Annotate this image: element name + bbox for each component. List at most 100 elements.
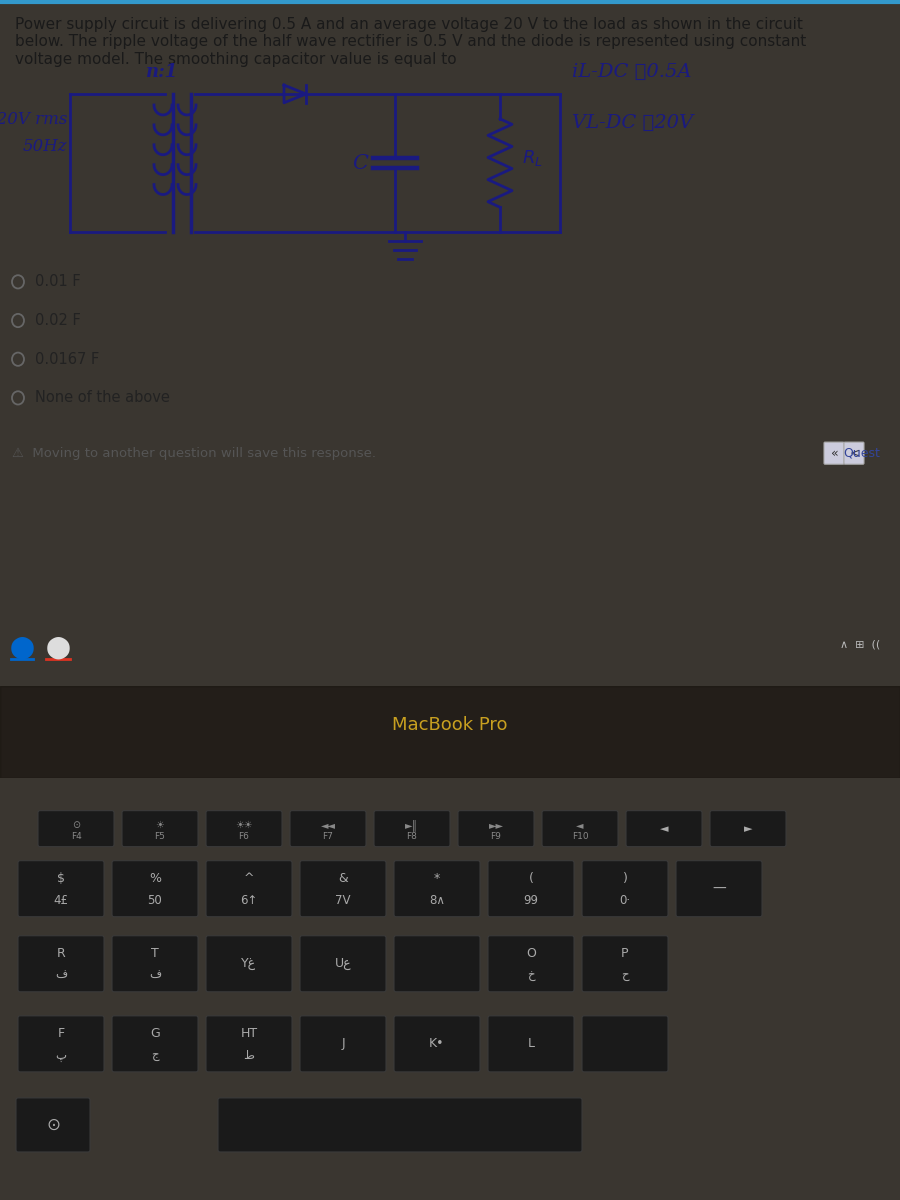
- Text: ف: ف: [55, 968, 68, 982]
- FancyBboxPatch shape: [394, 936, 480, 992]
- Text: خ: خ: [527, 968, 535, 982]
- Text: G: G: [150, 1027, 160, 1040]
- Text: ◄: ◄: [660, 823, 668, 834]
- Text: $: $: [57, 871, 65, 884]
- FancyBboxPatch shape: [122, 811, 198, 847]
- Text: T: T: [151, 947, 159, 960]
- Text: 0.01 F: 0.01 F: [35, 275, 81, 289]
- FancyBboxPatch shape: [394, 860, 480, 917]
- FancyBboxPatch shape: [218, 1098, 582, 1152]
- Text: F8: F8: [407, 832, 418, 841]
- Text: Uع: Uع: [335, 958, 351, 971]
- Text: (: (: [528, 871, 534, 884]
- Text: Quest: Quest: [843, 446, 880, 460]
- Text: ⬤: ⬤: [46, 637, 70, 659]
- FancyBboxPatch shape: [676, 860, 762, 917]
- FancyBboxPatch shape: [488, 936, 574, 992]
- Text: 50: 50: [148, 894, 162, 907]
- Text: ►║: ►║: [405, 818, 418, 830]
- Text: %: %: [149, 871, 161, 884]
- Text: F: F: [58, 1027, 65, 1040]
- Text: 4£: 4£: [53, 894, 68, 907]
- FancyBboxPatch shape: [458, 811, 534, 847]
- Text: iL-DC ≅0.5A: iL-DC ≅0.5A: [572, 62, 691, 80]
- Text: F10: F10: [572, 832, 589, 841]
- Text: C: C: [352, 154, 368, 173]
- Text: 0·: 0·: [619, 894, 631, 907]
- Text: below. The ripple voltage of the half wave rectifier is 0.5 V and the diode is r: below. The ripple voltage of the half wa…: [15, 35, 806, 49]
- Text: ►►: ►►: [489, 820, 503, 830]
- Text: F9: F9: [491, 832, 501, 841]
- Text: ◄: ◄: [576, 820, 584, 830]
- Text: F5: F5: [155, 832, 166, 841]
- Text: None of the above: None of the above: [35, 390, 170, 406]
- Text: 50Hz: 50Hz: [22, 138, 67, 155]
- FancyBboxPatch shape: [112, 860, 198, 917]
- FancyBboxPatch shape: [300, 936, 386, 992]
- FancyBboxPatch shape: [112, 1016, 198, 1072]
- Text: R: R: [57, 947, 66, 960]
- Text: «: «: [832, 446, 839, 460]
- Text: P: P: [621, 947, 629, 960]
- Text: ◄◄: ◄◄: [320, 820, 336, 830]
- FancyBboxPatch shape: [38, 811, 114, 847]
- FancyBboxPatch shape: [18, 860, 104, 917]
- Text: $R_L$: $R_L$: [522, 148, 543, 168]
- FancyBboxPatch shape: [206, 936, 292, 992]
- FancyBboxPatch shape: [206, 860, 292, 917]
- Text: L: L: [527, 1037, 535, 1050]
- Text: J: J: [341, 1037, 345, 1050]
- Text: MacBook Pro: MacBook Pro: [392, 716, 508, 734]
- FancyBboxPatch shape: [16, 1098, 90, 1152]
- FancyBboxPatch shape: [626, 811, 702, 847]
- Text: Yغ: Yغ: [241, 958, 256, 971]
- Text: 7V: 7V: [335, 894, 351, 907]
- Text: ∧  ⊞  ((: ∧ ⊞ ((: [840, 640, 880, 649]
- Text: ⊙: ⊙: [72, 820, 80, 830]
- FancyBboxPatch shape: [582, 1016, 668, 1072]
- Text: F6: F6: [238, 832, 249, 841]
- Text: 6↑: 6↑: [240, 894, 257, 907]
- Text: Power supply circuit is delivering 0.5 A and an average voltage 20 V to the load: Power supply circuit is delivering 0.5 A…: [15, 17, 803, 31]
- FancyBboxPatch shape: [710, 811, 786, 847]
- FancyBboxPatch shape: [844, 442, 864, 464]
- FancyBboxPatch shape: [206, 1016, 292, 1072]
- Text: ⚠  Moving to another question will save this response.: ⚠ Moving to another question will save t…: [12, 446, 376, 460]
- Text: voltage model. The smoothing capacitor value is equal to: voltage model. The smoothing capacitor v…: [15, 52, 456, 67]
- FancyBboxPatch shape: [18, 1016, 104, 1072]
- Text: &: &: [338, 871, 348, 884]
- Text: *: *: [434, 871, 440, 884]
- FancyBboxPatch shape: [582, 860, 668, 917]
- FancyBboxPatch shape: [300, 860, 386, 917]
- Text: ⬤: ⬤: [10, 637, 34, 659]
- FancyBboxPatch shape: [206, 811, 282, 847]
- Text: n:1: n:1: [146, 62, 178, 80]
- Text: HT: HT: [240, 1027, 257, 1040]
- FancyBboxPatch shape: [374, 811, 450, 847]
- Text: ح: ح: [621, 968, 629, 982]
- FancyBboxPatch shape: [542, 811, 618, 847]
- Text: ^: ^: [244, 871, 254, 884]
- Text: F4: F4: [70, 832, 81, 841]
- Text: 0.0167 F: 0.0167 F: [35, 352, 99, 367]
- Text: K•: K•: [429, 1037, 445, 1050]
- FancyBboxPatch shape: [300, 1016, 386, 1072]
- Text: ج: ج: [151, 1049, 158, 1062]
- FancyBboxPatch shape: [488, 1016, 574, 1072]
- Text: 220V rms: 220V rms: [0, 110, 67, 127]
- Text: 99: 99: [524, 894, 538, 907]
- Text: ☀☀: ☀☀: [235, 820, 253, 830]
- FancyBboxPatch shape: [582, 936, 668, 992]
- Text: ط: ط: [244, 1049, 255, 1062]
- Text: پ: پ: [56, 1049, 67, 1062]
- Text: ►: ►: [743, 823, 752, 834]
- Text: F7: F7: [322, 832, 333, 841]
- Text: —: —: [712, 882, 726, 895]
- FancyBboxPatch shape: [112, 936, 198, 992]
- FancyBboxPatch shape: [488, 860, 574, 917]
- FancyBboxPatch shape: [394, 1016, 480, 1072]
- FancyBboxPatch shape: [290, 811, 366, 847]
- Text: <: <: [850, 446, 860, 460]
- Text: ): ): [623, 871, 627, 884]
- FancyBboxPatch shape: [824, 442, 844, 464]
